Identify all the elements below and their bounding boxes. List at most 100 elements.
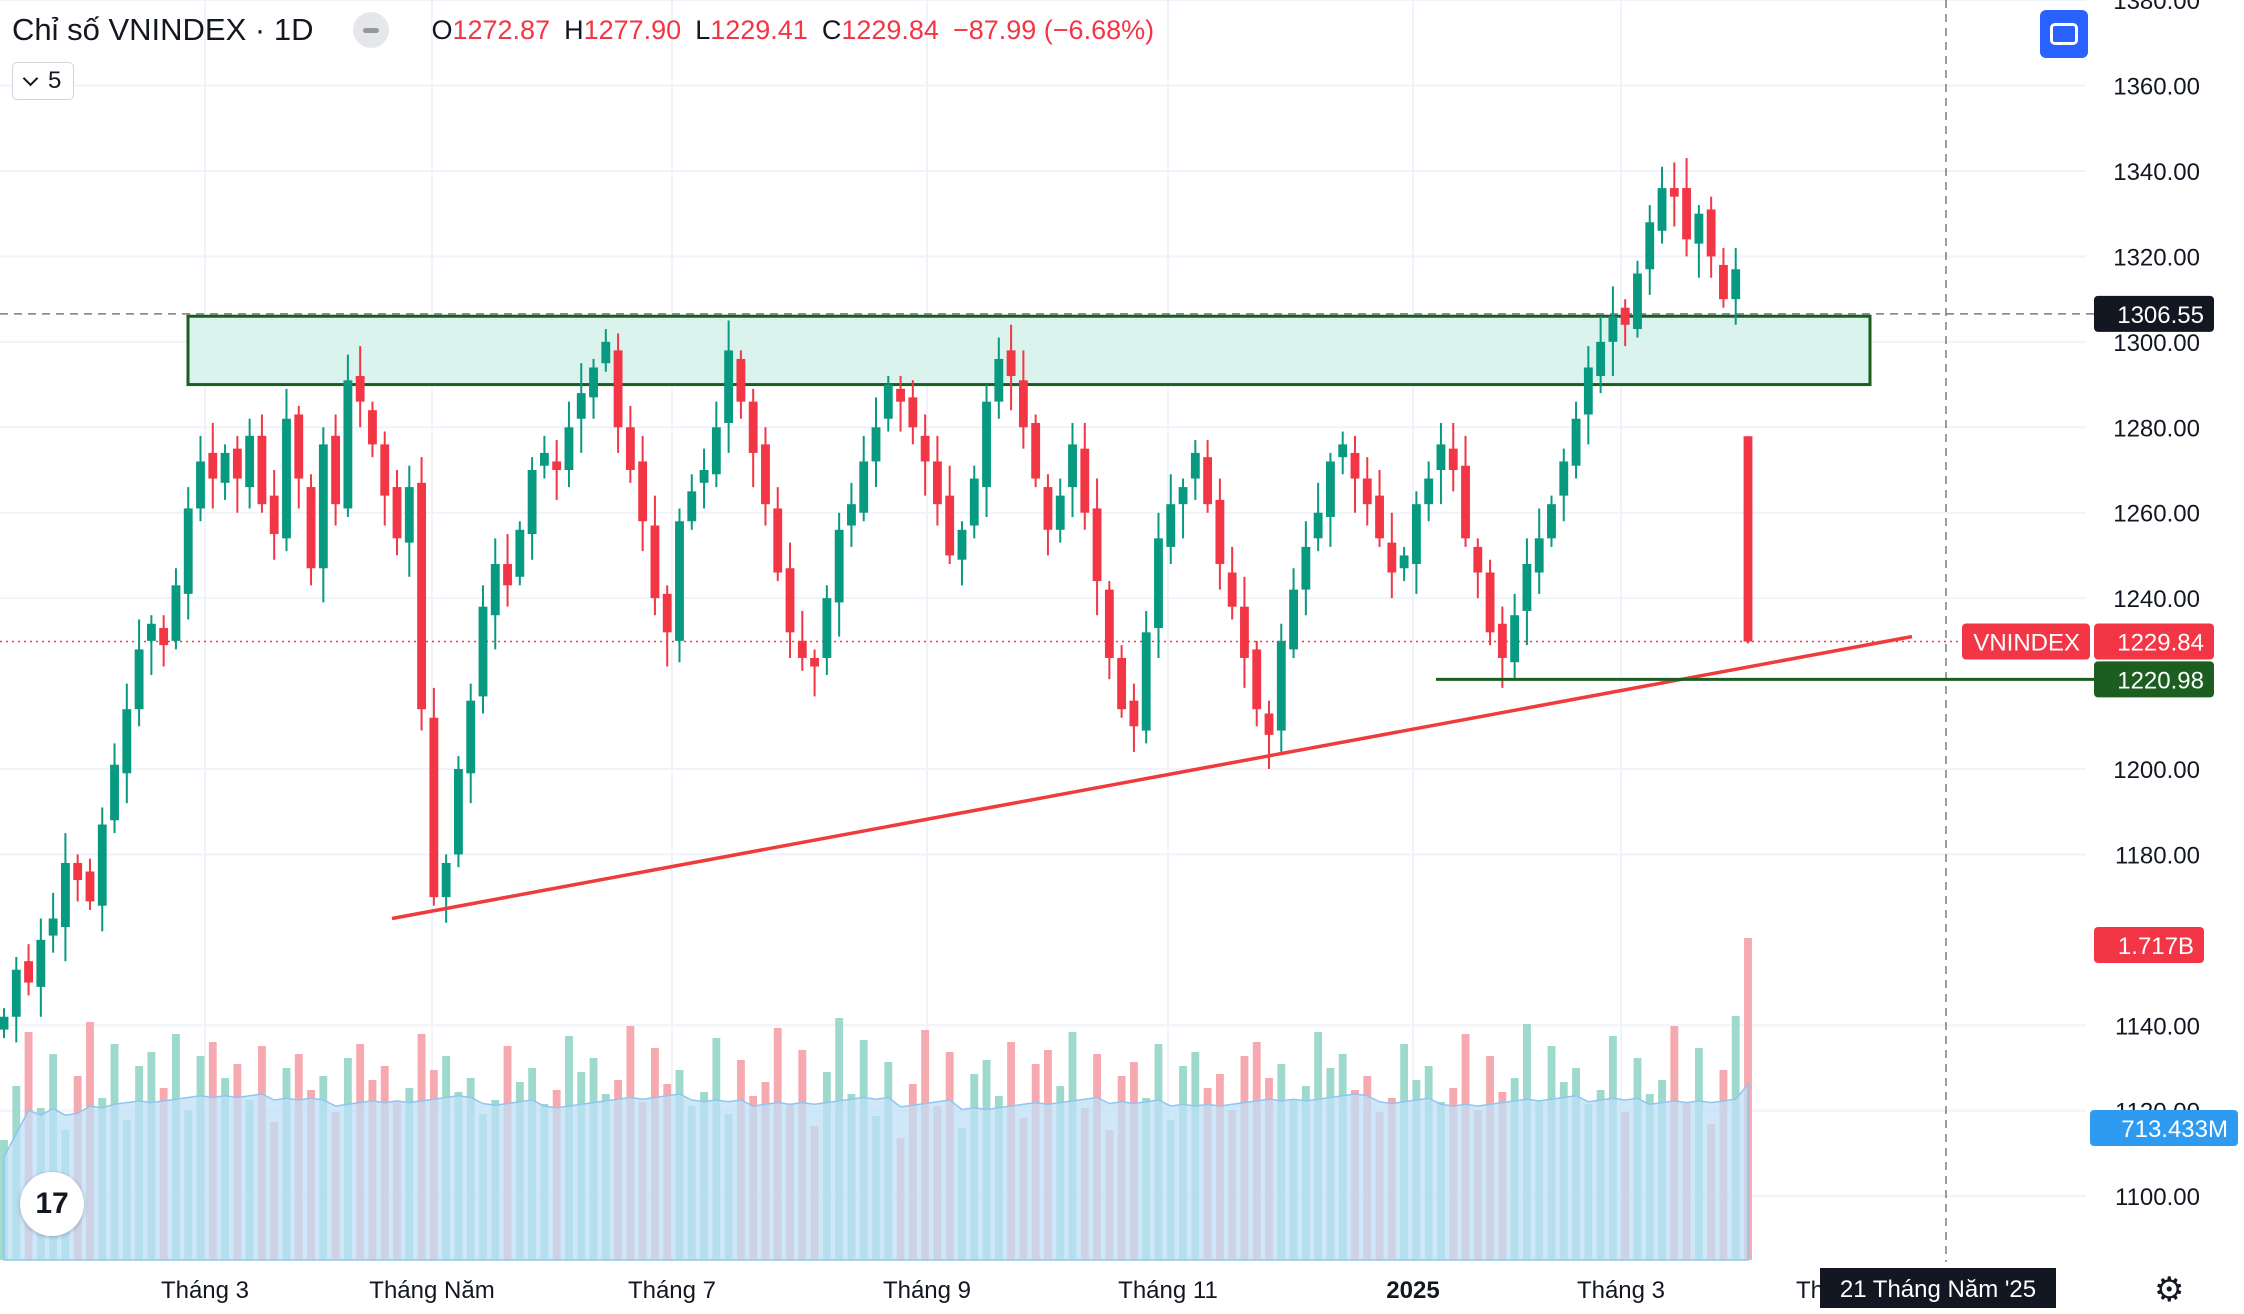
candle-body [785,568,795,633]
price-tick-label: 1280.00 [2113,415,2200,442]
volume-ma-area [3,1082,1749,1261]
candle-body [294,414,304,479]
symbol-label-bg [1962,623,2090,660]
symbol-label: VNINDEX [1973,630,2080,657]
candle-body [36,939,46,987]
candle-body [515,529,525,577]
change-value: −87.99 (−6.68%) [952,14,1155,45]
candle-body [1018,380,1028,428]
gear-icon[interactable]: ⚙ [2154,1271,2185,1309]
candle-body [318,444,328,569]
candle-body [711,427,721,475]
resistance-zone-rect [186,314,1872,387]
candle-body [576,393,586,419]
candle-body [1362,478,1372,505]
candle-body [969,478,979,526]
candle-body [1633,273,1642,330]
candle-body [1694,213,1704,244]
price-tick-label: 1340.00 [2113,159,2200,186]
time-tick-label: Tháng 9 [883,1277,971,1304]
candle-body [159,628,169,646]
candle-body [1387,542,1397,573]
candle-body [24,961,33,983]
time-axis: Tháng 3 Tháng Năm Tháng 7 Tháng 9 Tháng 11 20… [161,1277,1824,1304]
candle-body [429,717,439,898]
candle-body [73,862,83,881]
volume-ma-label-bg [2090,1110,2238,1146]
candle-body [1166,504,1176,547]
time-tick-label: Tháng 11 [1118,1277,1218,1304]
candle-body [48,918,58,936]
indicator-count: 5 [48,67,62,94]
fullscreen-button[interactable] [2040,10,2088,58]
candle-body [97,824,107,906]
candle-body [1534,538,1544,573]
crosshair-date-bg [1820,1268,2056,1308]
time-tick-label: 2025 [1386,1277,1439,1304]
high-value: 1277.90 [583,14,682,45]
candle-body [1657,188,1667,231]
candle-body [282,418,291,539]
candle-body [380,444,390,496]
candle-body [1264,713,1274,735]
candle-body [466,700,476,774]
candle-body [675,521,684,641]
candle-body [343,380,353,509]
candle-body [797,640,807,658]
candle-body [85,871,95,902]
candle-body [1485,572,1495,633]
candle-body [945,495,955,556]
candle-body [134,649,144,710]
candle-body [539,452,549,466]
candle-body [638,461,648,522]
candle-body [478,606,488,697]
candle-body [1154,538,1163,629]
candle-body [932,461,942,505]
candle-body [601,341,611,364]
candle-body [1596,341,1606,377]
candle-body [1289,589,1298,650]
candle-body [589,367,598,398]
candle-body [60,862,70,928]
candle-body [1719,264,1728,300]
candle-body [1620,307,1630,325]
volume-ma-label: 713.433M [2121,1116,2228,1143]
price-axis: 1380.00 1360.00 1340.00 1320.00 1300.00 1280.… [2113,0,2200,1211]
candle-body [122,709,132,774]
candle-body [368,410,377,445]
candle-body [1141,632,1151,731]
candle-body [1080,448,1090,513]
ohlc-values: O1272.87 H1277.90 L1229.41 C1229.84 [431,15,938,46]
price-tick-label: 1200.00 [2113,757,2200,784]
candle-body [417,482,426,710]
candle-body [1731,269,1741,300]
volume-label: 1.717B [2118,933,2194,960]
low-label: L [695,14,711,45]
tradingview-logo-icon[interactable]: 17 [20,1172,84,1236]
candle-body [1461,465,1470,539]
candle-body [1313,512,1323,539]
time-tick-label: Tháng 3 [1577,1277,1665,1304]
candle-body [1399,555,1409,569]
candle-body [1522,563,1532,611]
candle-body [871,427,881,462]
low-value: 1229.41 [710,14,808,45]
candle-body [699,470,709,483]
candle-body [1682,188,1692,240]
candle-body [232,448,242,479]
more-icon[interactable] [353,12,390,48]
candle-body [245,435,255,488]
candle-body [0,1016,9,1030]
candle-body [1276,640,1286,731]
candle-body [257,435,267,505]
candle-body [761,444,770,505]
candle-body [441,862,451,898]
candle-body [1411,504,1421,564]
symbol-title[interactable]: Chỉ số VNINDEX · 1D [12,12,314,47]
candle-body [196,461,205,509]
candle-body [847,504,856,526]
indicators-toggle[interactable]: 5 [12,62,75,100]
price-tick-label: 1140.00 [2115,1013,2200,1040]
candle-body [1350,452,1360,479]
